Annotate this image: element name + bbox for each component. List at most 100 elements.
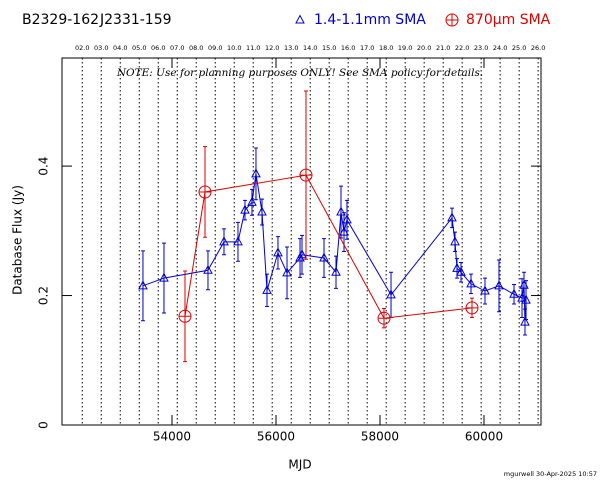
y-tick-label: 0.2 — [37, 286, 51, 305]
error-bar — [285, 246, 290, 300]
y-tick-label: 0 — [37, 421, 51, 429]
year-tick-label: 07.0 — [170, 44, 184, 52]
data-point — [331, 266, 341, 276]
error-bar — [161, 242, 166, 314]
error-bar — [344, 199, 349, 240]
error-bar — [235, 221, 240, 262]
data-point — [159, 272, 169, 282]
y-axis-label: Database Flux (Jy) — [11, 185, 25, 295]
marker-part — [378, 312, 391, 325]
data-point — [257, 206, 267, 216]
year-tick-label: 24.0 — [493, 44, 507, 52]
data-point — [273, 247, 283, 257]
data-point — [386, 289, 396, 299]
error-bar — [260, 198, 265, 226]
data-point — [336, 206, 346, 216]
data-point — [240, 204, 250, 214]
x-tick-label: 56000 — [257, 430, 295, 444]
legend-label: 870μm SMA — [466, 12, 551, 28]
data-point — [198, 185, 212, 199]
error-bar — [450, 207, 455, 229]
data-point — [203, 264, 213, 274]
year-tick-label: 20.0 — [417, 44, 431, 52]
year-tick-label: 11.0 — [246, 44, 260, 52]
data-point — [342, 214, 352, 224]
year-tick-label: 03.0 — [94, 44, 108, 52]
legend-marker — [295, 14, 305, 24]
year-tick-label: 21.0 — [436, 44, 450, 52]
data-point — [452, 262, 462, 272]
error-bar — [249, 188, 254, 216]
year-tick-label: 22.0 — [455, 44, 469, 52]
error-bar — [469, 273, 474, 295]
year-tick-label: 04.0 — [113, 44, 127, 52]
year-tick-label: 23.0 — [474, 44, 488, 52]
year-tick-label: 14.0 — [303, 44, 317, 52]
year-tick-label: 02.0 — [75, 44, 89, 52]
error-bar — [389, 271, 394, 319]
error-bar — [334, 255, 339, 289]
error-bar — [482, 277, 487, 305]
year-tick-label: 13.0 — [284, 44, 298, 52]
footer: mgurwell 30-Apr-2025 10:57 — [504, 470, 597, 478]
data-point — [377, 311, 391, 325]
year-tick-label: 09.0 — [208, 44, 222, 52]
data-point — [247, 196, 257, 206]
marker-part — [299, 169, 312, 182]
error-bar — [264, 273, 269, 308]
legend-label: 1.4-1.1mm SMA — [314, 12, 426, 28]
data-point — [138, 280, 148, 290]
x-tick-label: 54000 — [153, 430, 191, 444]
error-bar — [140, 250, 145, 322]
error-bar — [521, 271, 526, 299]
error-bar — [459, 262, 464, 283]
y-tick-label: 0.4 — [37, 157, 51, 176]
data-point — [233, 236, 243, 246]
x-tick-label: 58000 — [361, 430, 399, 444]
data-point — [178, 309, 192, 323]
plot-frame — [61, 57, 542, 426]
marker-part — [446, 14, 458, 26]
error-bar — [275, 236, 280, 270]
error-bar — [321, 238, 326, 278]
error-bar — [452, 231, 457, 253]
data-point — [282, 267, 292, 277]
note: NOTE: Use for planning purposes ONLY! Se… — [116, 67, 483, 79]
year-tick-label: 18.0 — [379, 44, 393, 52]
data-point — [465, 301, 479, 315]
legend-marker — [445, 13, 459, 27]
data-point — [319, 252, 329, 262]
error-bar — [524, 280, 529, 320]
data-point — [299, 168, 313, 182]
error-bar — [221, 228, 226, 256]
x-axis-label: MJD — [288, 458, 311, 472]
marker-part — [465, 301, 478, 314]
data-point — [520, 316, 530, 326]
error-bar — [253, 147, 258, 201]
data-point — [521, 294, 531, 304]
data-point — [466, 278, 476, 288]
error-bar — [242, 199, 247, 221]
data-point — [251, 168, 261, 178]
data-point — [456, 266, 466, 276]
year-tick-label: 10.0 — [227, 44, 241, 52]
year-tick-label: 17.0 — [360, 44, 374, 52]
source-alias: J2331-159 — [99, 12, 172, 28]
marker-part — [178, 310, 191, 323]
data-point — [219, 236, 229, 246]
error-bar — [299, 234, 304, 275]
data-point — [509, 288, 519, 298]
year-tick-label: 12.0 — [265, 44, 279, 52]
year-tick-label: 08.0 — [189, 44, 203, 52]
year-tick-label: 16.0 — [341, 44, 355, 52]
error-bar — [338, 185, 343, 239]
data-point — [297, 249, 307, 259]
marker-part — [199, 185, 212, 198]
year-tick-label: 19.0 — [398, 44, 412, 52]
data-point — [480, 285, 490, 295]
error-bar — [512, 284, 517, 305]
data-point — [262, 284, 272, 294]
data-point — [447, 212, 457, 222]
error-bar — [496, 259, 501, 313]
